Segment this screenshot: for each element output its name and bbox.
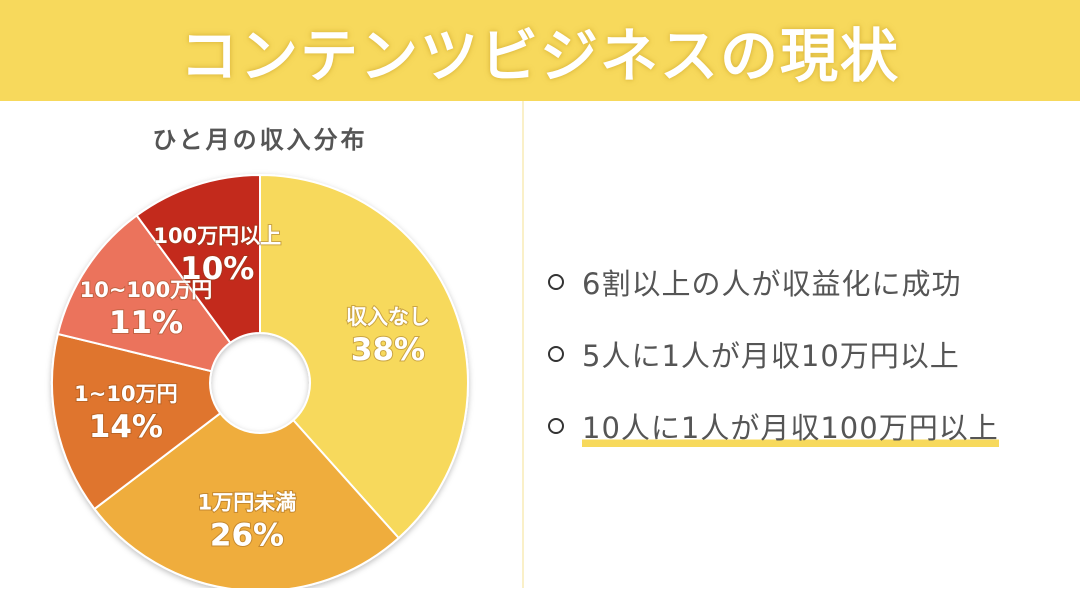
bullet-item: 10人に1人が月収100万円以上 — [548, 390, 1078, 462]
chart-title: ひと月の収入分布 — [152, 126, 368, 154]
bullet-text: 5人に1人が月収10万円以上 — [582, 339, 960, 373]
bullet-circle-icon — [548, 418, 564, 434]
bullet-text-highlighted: 10人に1人が月収100万円以上 — [582, 405, 999, 447]
slice-value-label: 14% — [89, 409, 163, 445]
donut-slice — [93, 411, 401, 588]
slice-value-label: 10% — [180, 251, 254, 287]
slice-category-label: 100万円以上 — [153, 224, 281, 248]
slice-value-label: 11% — [109, 305, 183, 341]
slice-category-label: 10~100万円 — [80, 278, 213, 302]
bullet-text: 6割以上の人が収益化に成功 — [582, 267, 962, 301]
slice-category-label: 収入なし — [346, 305, 430, 329]
header-banner: コンテンツビジネスの現状 — [0, 0, 1080, 101]
slice-value-label: 38% — [351, 332, 425, 368]
donut-chart: 収入なし 38% 1万円未満 26% 1~10万円 14% 10~100万円 11% 100万円… — [51, 173, 469, 588]
slice-category-label: 1万円未満 — [198, 490, 297, 514]
bullet-item: 5人に1人が月収10万円以上 — [548, 318, 1078, 390]
bullet-list: 6割以上の人が収益化に成功 5人に1人が月収10万円以上 10人に1人が月収10… — [548, 246, 1078, 462]
bullet-item: 6割以上の人が収益化に成功 — [548, 246, 1078, 318]
slice-category-label: 1~10万円 — [74, 382, 177, 406]
slice-value-label: 26% — [210, 517, 284, 553]
donut-slice — [51, 332, 222, 511]
donut-slice — [56, 214, 232, 373]
divider — [522, 101, 524, 588]
donut-slice — [135, 173, 261, 345]
donut-slice — [259, 173, 469, 540]
bullet-circle-icon — [548, 346, 564, 362]
page-title: コンテンツビジネスの現状 — [179, 21, 900, 90]
bullet-circle-icon — [548, 274, 564, 290]
